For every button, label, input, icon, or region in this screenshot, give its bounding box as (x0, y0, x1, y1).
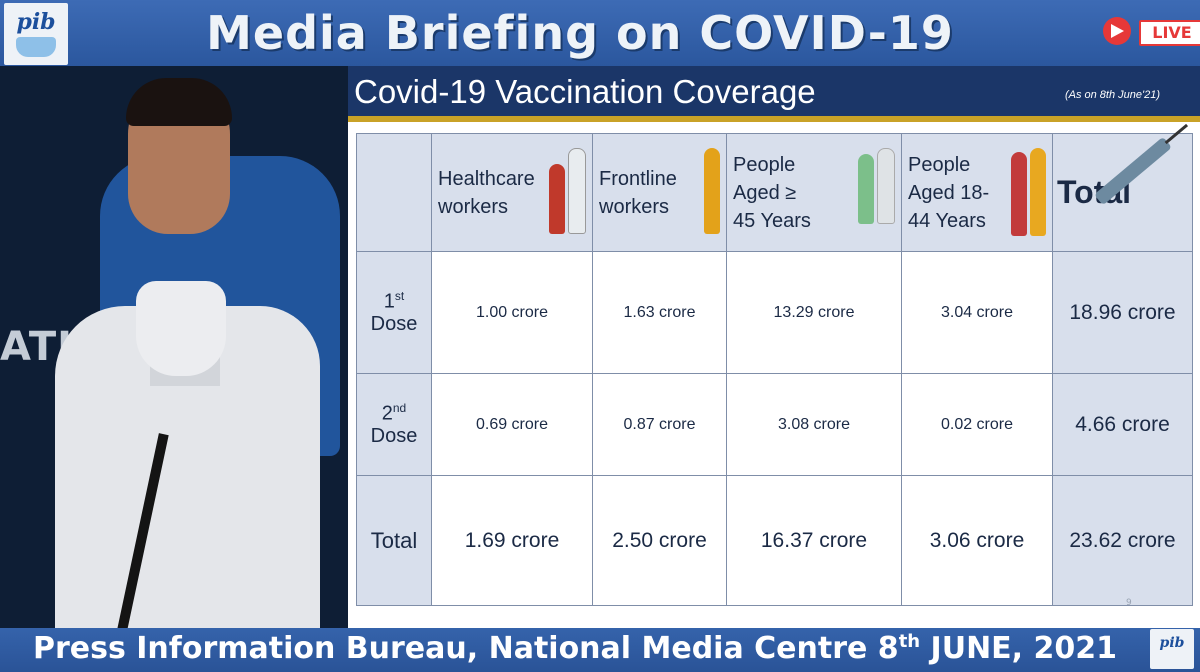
frontline-worker-icon (701, 148, 720, 234)
slide-gold-stripe (348, 116, 1200, 122)
table-total-row: Total 1.69 crore 2.50 crore 16.37 crore … (356, 475, 1193, 606)
young-adults-icon (1008, 148, 1046, 236)
col-header-total: Total (1052, 123, 1193, 252)
table-cell: 3.06 crore (901, 475, 1053, 606)
pib-logo-footer: pib (1150, 629, 1194, 669)
table-cell: 0.69 crore (431, 373, 593, 476)
table-cell: 13.29 crore (726, 251, 902, 374)
col-header-age-18-44: People Aged 18-44 Years (901, 133, 1053, 252)
table-row: 2nd Dose 0.69 crore 0.87 crore 3.08 crore… (356, 373, 1193, 476)
speaker-video-panel: ATIONA (0, 66, 348, 628)
speaker-face-mask (136, 281, 226, 376)
presentation-slide: Covid-19 Vaccination Coverage (As on 8th… (348, 66, 1200, 628)
slide-page-number: 9 (1126, 598, 1132, 608)
table-cell: 3.04 crore (901, 251, 1053, 374)
healthcare-workers-icon (546, 148, 586, 234)
bottom-banner: Press Information Bureau, National Media… (0, 628, 1200, 672)
syringe-icon (1094, 123, 1189, 206)
vaccination-table: Healthcare workers Frontline workers Peo… (356, 123, 1193, 606)
briefing-title: Media Briefing on COVID-19 (206, 6, 954, 60)
col-header-frontline: Frontline workers (592, 133, 727, 252)
row-label-second-dose: 2nd Dose (356, 373, 432, 476)
col-header-healthcare: Healthcare workers (431, 133, 593, 252)
pib-logo: pib (4, 3, 68, 65)
play-icon[interactable] (1103, 17, 1131, 45)
slide-date-note: (As on 8th June'21) (1064, 89, 1160, 101)
table-cell: 16.37 crore (726, 475, 902, 606)
table-cell: 1.00 crore (431, 251, 593, 374)
slide-title: Covid-19 Vaccination Coverage (354, 73, 816, 110)
corner-cell (356, 133, 432, 252)
table-cell: 0.02 crore (901, 373, 1053, 476)
grand-total-cell: 23.62 crore (1052, 475, 1193, 606)
footer-text: Press Information Bureau, National Media… (32, 631, 1118, 666)
row-total-cell: 4.66 crore (1052, 373, 1193, 476)
slide-header: Covid-19 Vaccination Coverage (As on 8th… (348, 66, 1200, 116)
table-cell: 1.63 crore (592, 251, 727, 374)
live-label: LIVE (1139, 20, 1200, 46)
table-row: 1st Dose 1.00 crore 1.63 crore 13.29 cror… (356, 251, 1193, 374)
table-header-row: Healthcare workers Frontline workers Peo… (356, 123, 1193, 252)
table-cell: 3.08 crore (726, 373, 902, 476)
table-cell: 0.87 crore (592, 373, 727, 476)
speaker-hair (126, 78, 232, 126)
table-cell: 1.69 crore (431, 475, 593, 606)
row-total-cell: 18.96 crore (1052, 251, 1193, 374)
face-mask-icon (16, 37, 56, 57)
table-cell: 2.50 crore (592, 475, 727, 606)
row-label-total: Total (356, 475, 432, 606)
col-header-age-45: People Aged ≥ 45 Years (726, 133, 902, 252)
top-banner: pib Media Briefing on COVID-19 LIVE (0, 0, 1200, 66)
row-label-first-dose: 1st Dose (356, 251, 432, 374)
pib-logo-text: pib (16, 9, 56, 35)
elderly-people-icon (855, 148, 895, 224)
